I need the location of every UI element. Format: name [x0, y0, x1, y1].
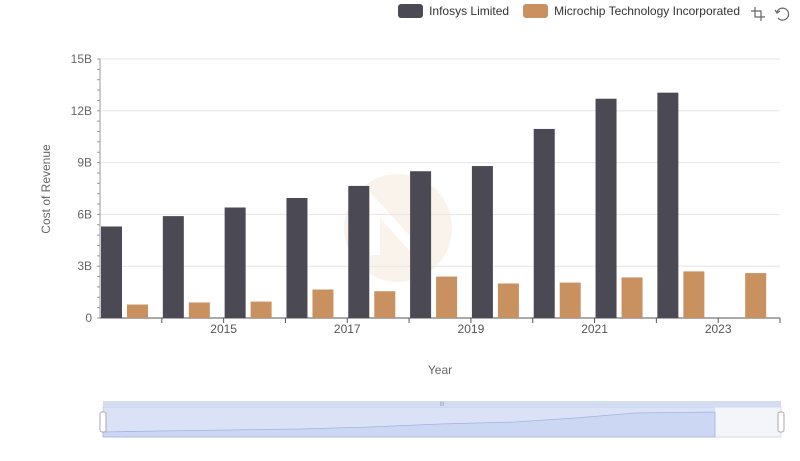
data-zoom-selection[interactable] — [103, 407, 715, 437]
bar-microchip[interactable] — [312, 289, 334, 318]
legend-swatch-infosys — [398, 4, 424, 18]
data-zoom-right-handle[interactable] — [777, 411, 785, 433]
bar-infosys[interactable] — [162, 216, 184, 318]
x-tick-label: 2017 — [334, 322, 361, 336]
bar-microchip[interactable] — [436, 276, 458, 318]
legend-item-infosys[interactable]: Infosys Limited — [398, 4, 509, 18]
x-tick-label: 2023 — [705, 322, 732, 336]
bars — [101, 92, 767, 318]
bar-microchip[interactable] — [559, 282, 581, 318]
bar-infosys[interactable] — [657, 92, 679, 318]
x-tick-label: 2021 — [581, 322, 608, 336]
legend-item-microchip[interactable]: Microchip Technology Incorporated — [523, 4, 740, 18]
x-tick-label: 2019 — [458, 322, 485, 336]
bar-microchip[interactable] — [683, 271, 705, 318]
bar-microchip[interactable] — [127, 304, 148, 318]
data-zoom-slider[interactable]: III — [99, 401, 785, 438]
y-tick-label: 3B — [77, 259, 92, 273]
bar-microchip[interactable] — [745, 273, 767, 318]
bar-microchip[interactable] — [497, 283, 519, 318]
x-tick-label: 2015 — [210, 322, 237, 336]
bar-infosys[interactable] — [348, 185, 370, 318]
bar-microchip[interactable] — [188, 302, 210, 318]
legend-swatch-microchip — [523, 4, 549, 18]
y-tick-label: 15B — [71, 52, 92, 66]
y-axis-title: Cost of Revenue — [39, 144, 53, 234]
y-tick-label: 9B — [77, 156, 92, 170]
chart-toolbox — [750, 6, 790, 22]
bar-infosys[interactable] — [224, 207, 246, 318]
data-zoom-left-handle[interactable] — [99, 411, 107, 433]
bar-infosys[interactable] — [101, 226, 122, 318]
bar-microchip[interactable] — [250, 301, 272, 318]
legend-label-microchip: Microchip Technology Incorporated — [554, 4, 740, 18]
bar-microchip[interactable] — [374, 291, 396, 318]
data-zoom-top-bar[interactable] — [103, 401, 781, 407]
bar-microchip[interactable] — [621, 277, 643, 318]
bar-infosys[interactable] — [595, 98, 617, 318]
zoom-icon[interactable] — [750, 6, 766, 22]
bar-infosys[interactable] — [286, 197, 308, 318]
bar-infosys[interactable] — [471, 166, 493, 318]
data-zoom-handle-label: III — [439, 402, 444, 408]
legend-label-infosys: Infosys Limited — [429, 4, 510, 18]
y-tick-label: 0 — [85, 311, 92, 325]
y-tick-label: 12B — [71, 104, 92, 118]
y-tick-label: 6B — [77, 207, 92, 221]
x-axis-title: Year — [428, 363, 452, 377]
data-zoom-preview — [102, 411, 716, 438]
y-axis: 0 3B 6B 9B 12B 15B — [71, 52, 101, 325]
chart-legend: Infosys Limited Microchip Technology Inc… — [398, 4, 740, 18]
x-axis: 2015 2017 2019 2021 2023 — [100, 317, 781, 336]
restore-icon[interactable] — [774, 6, 790, 22]
bar-infosys[interactable] — [533, 128, 555, 318]
bar-infosys[interactable] — [410, 171, 432, 318]
